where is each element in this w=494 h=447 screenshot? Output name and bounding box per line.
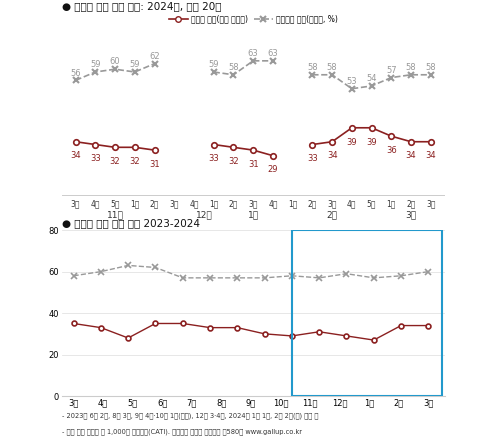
Text: 59: 59 — [90, 60, 101, 69]
Text: 58: 58 — [327, 63, 337, 72]
Text: 1주: 1주 — [130, 199, 139, 208]
Text: 56: 56 — [70, 68, 81, 78]
Text: 2주: 2주 — [150, 199, 159, 208]
Text: 59: 59 — [208, 60, 219, 69]
Text: 29: 29 — [268, 165, 278, 174]
Text: 3주: 3주 — [328, 199, 337, 208]
Text: 12월: 12월 — [196, 210, 212, 219]
Text: 31: 31 — [149, 160, 160, 169]
Text: 33: 33 — [90, 154, 101, 163]
Text: 3주: 3주 — [71, 199, 81, 208]
Text: 5주: 5주 — [110, 199, 120, 208]
Text: 1주: 1주 — [288, 199, 297, 208]
Text: 54: 54 — [367, 74, 377, 83]
Text: 11월: 11월 — [107, 210, 124, 219]
Text: 32: 32 — [110, 157, 121, 166]
Text: 33: 33 — [307, 154, 318, 163]
Text: - 매주 전국 유권자 약 1,000명 전화조사(CATI). 한국갤럽 데일리 오피니언 제580호 www.gallup.co.kr: - 매주 전국 유권자 약 1,000명 전화조사(CATI). 한국갤럽 데일… — [62, 429, 302, 435]
Text: ● 대통령 직무 수행 평가 2023-2024: ● 대통령 직무 수행 평가 2023-2024 — [62, 218, 200, 228]
Text: 32: 32 — [228, 157, 239, 166]
Text: 39: 39 — [346, 138, 357, 147]
Text: 58: 58 — [228, 63, 239, 72]
Text: 57: 57 — [386, 66, 397, 75]
Legend: 잘하고 있다(직무 긍정률), 잘못하고 있다(부정률, %): 잘하고 있다(직무 긍정률), 잘못하고 있다(부정률, %) — [165, 11, 341, 26]
Text: 39: 39 — [366, 138, 377, 147]
Text: 4주: 4주 — [347, 199, 357, 208]
Text: 31: 31 — [248, 160, 258, 169]
Text: 63: 63 — [268, 49, 278, 58]
Text: 2월: 2월 — [327, 210, 337, 219]
Text: - 2023년 6월 2주, 8월 3주, 9월 4주·10월 1주(추석), 12월 3·4주, 2024년 1월 1주, 2월 2주(설) 조사 쉼: - 2023년 6월 2주, 8월 3주, 9월 4주·10월 1주(추석), … — [62, 412, 318, 418]
Text: ● 대통령 직무 수행 평가: 2024년, 최근 20주: ● 대통령 직무 수행 평가: 2024년, 최근 20주 — [62, 1, 221, 11]
Text: 58: 58 — [307, 63, 318, 72]
Text: 60: 60 — [110, 57, 121, 67]
Text: 32: 32 — [129, 157, 140, 166]
Text: 1주: 1주 — [387, 199, 396, 208]
Text: 3주: 3주 — [169, 199, 179, 208]
Bar — [292, 230, 442, 396]
Text: 34: 34 — [406, 152, 416, 160]
Text: 2주: 2주 — [407, 199, 416, 208]
Text: 59: 59 — [129, 60, 140, 69]
Text: 3주: 3주 — [248, 199, 258, 208]
Text: 34: 34 — [425, 152, 436, 160]
Text: 34: 34 — [327, 152, 337, 160]
Text: 5주: 5주 — [367, 199, 376, 208]
Text: 34: 34 — [70, 152, 81, 160]
Text: 58: 58 — [406, 63, 416, 72]
Text: 33: 33 — [208, 154, 219, 163]
Text: 2주: 2주 — [308, 199, 317, 208]
Text: 53: 53 — [346, 77, 357, 86]
Text: 2주: 2주 — [229, 199, 238, 208]
Text: 4주: 4주 — [189, 199, 199, 208]
Text: 1주: 1주 — [209, 199, 218, 208]
Text: 3월: 3월 — [406, 210, 416, 219]
Text: 3주: 3주 — [426, 199, 436, 208]
Text: 62: 62 — [149, 52, 160, 61]
Text: 63: 63 — [248, 49, 258, 58]
Text: 58: 58 — [425, 63, 436, 72]
Text: 36: 36 — [386, 146, 397, 155]
Text: 4주: 4주 — [268, 199, 278, 208]
Text: 4주: 4주 — [90, 199, 100, 208]
Text: 1월: 1월 — [247, 210, 259, 219]
